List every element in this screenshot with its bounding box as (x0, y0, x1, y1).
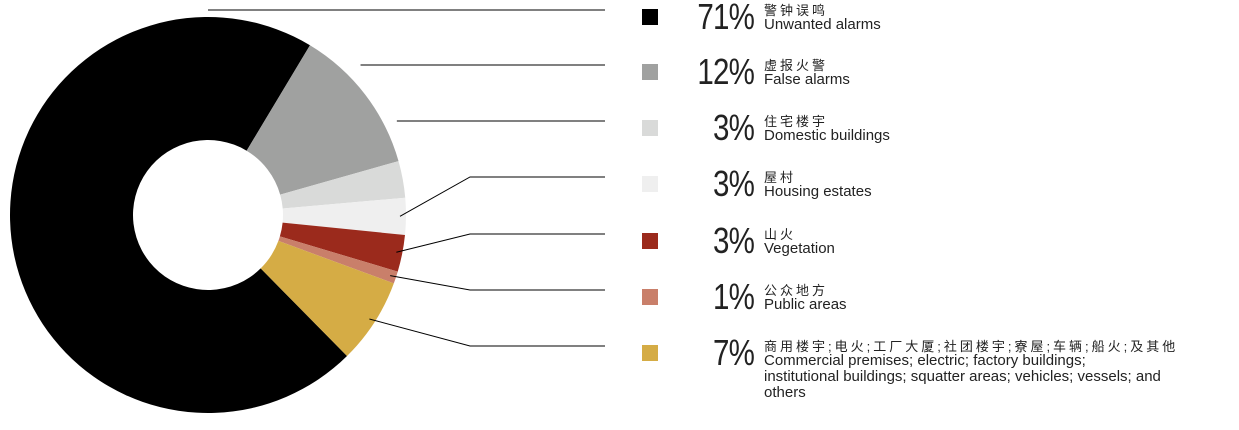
value-label: 1% (712, 276, 755, 317)
legend-label: Commercial premises; electric; factory b… (764, 352, 1161, 401)
donut-slice (280, 161, 406, 209)
legend-swatch (642, 233, 658, 249)
legend-label: Public areas (764, 296, 847, 313)
donut-slice (10, 17, 348, 414)
legend-swatch (642, 64, 658, 80)
legend-label: Unwanted alarms (764, 16, 881, 33)
leader-line (396, 233, 605, 253)
legend-label-zh: 警钟误鸣 (764, 3, 829, 18)
value-label: 12% (697, 51, 754, 92)
legend-swatch (642, 120, 658, 136)
value-label: 7% (712, 332, 755, 373)
leader-line (399, 176, 605, 217)
legend-swatch (642, 289, 658, 305)
legend-swatch (642, 176, 658, 192)
legend-swatch (642, 345, 658, 361)
legend-label-zh: 商用楼宇;电火;工厂大厦;社团楼宇;寮屋;车辆;船火;及其他 (764, 339, 1179, 354)
donut-slice (282, 197, 406, 236)
legend-label-zh: 山火 (764, 227, 797, 242)
legend-label: Vegetation (764, 240, 835, 257)
legend-label: False alarms (764, 71, 850, 88)
legend-label-zh: 住宅楼宇 (764, 114, 829, 129)
value-label: 3% (712, 220, 755, 261)
legend-swatch (642, 9, 658, 25)
leader-line (369, 318, 605, 347)
value-label: 3% (712, 163, 755, 204)
legend-label-zh: 虚报火警 (764, 58, 829, 73)
legend-label: Housing estates (764, 183, 872, 200)
legend-label: Domestic buildings (764, 127, 890, 144)
legend-label-zh: 屋村 (764, 170, 797, 185)
donut-slice (246, 45, 399, 195)
legend-label-zh: 公众地方 (764, 283, 829, 298)
donut-slice (260, 240, 394, 356)
value-label: 71% (697, 0, 754, 37)
leader-line (390, 275, 605, 291)
donut-slice (279, 222, 405, 272)
value-label: 3% (712, 107, 755, 148)
donut-slice (278, 236, 398, 284)
